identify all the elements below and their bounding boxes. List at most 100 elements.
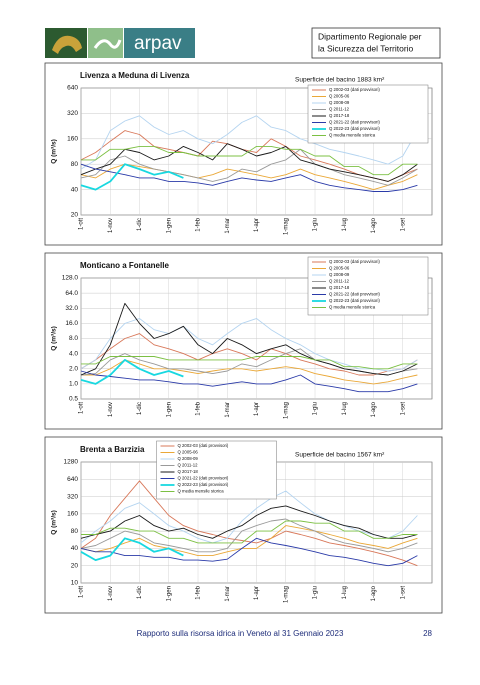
y-tick-label: 80 (71, 528, 79, 535)
legend-label: Q media mensile storica (329, 133, 376, 138)
legend-label: Q 2002-03 (dati provvisori) (178, 443, 229, 448)
legend-label: Q 2022-23 (dati provvisori) (329, 126, 380, 131)
series-line (80, 143, 418, 182)
legend-label: Q 2017-18 (178, 469, 199, 474)
series-line (80, 333, 418, 376)
x-tick-label: 1-nov (108, 402, 114, 417)
logo: arpav (45, 28, 195, 58)
legend-label: Q media mensile storica (178, 489, 225, 494)
series-line (80, 480, 418, 567)
org-box (311, 27, 441, 59)
y-tick-label: 8.0 (69, 335, 78, 342)
x-tick-label: 1-apr (254, 586, 260, 600)
legend-label: Q 2022-23 (dati provvisori) (178, 482, 229, 487)
series-line (80, 359, 184, 385)
legend-label: Q media mensile storica (329, 305, 376, 310)
x-tick-label: 1-lug (342, 402, 348, 415)
logo-wave-box (88, 28, 123, 58)
series-line (80, 518, 418, 553)
legend-label: Q 2017-18 (329, 285, 350, 290)
series-line (80, 163, 418, 192)
x-tick-label: 1-nov (108, 586, 114, 601)
x-tick-label: 1-feb (196, 217, 202, 231)
series-line (80, 537, 184, 561)
x-tick-label: 1-gen (166, 218, 172, 233)
series-line (80, 115, 418, 170)
y-tick-label: 160 (67, 511, 78, 518)
y-axis-label: Q (m³/s) (51, 510, 58, 535)
y-tick-label: 40 (71, 186, 79, 193)
x-tick-label: 1-mar (225, 586, 231, 602)
series-line (81, 145, 418, 176)
series-line (80, 490, 418, 544)
y-axis-label: Q (m³/s) (51, 139, 58, 164)
series-line (80, 505, 418, 539)
legend-label: Q 2022-23 (dati provvisori) (329, 298, 380, 303)
x-tick-label: 1-apr (254, 402, 260, 416)
y-tick-label: 1280 (64, 459, 79, 466)
x-tick-label: 1-feb (196, 401, 202, 415)
x-tick-label: 1-dic (137, 218, 143, 231)
x-tick-label: 1-set (400, 586, 406, 600)
chart: Livenza a Meduna di Livenza Superficie de… (44, 62, 443, 246)
legend-label: Q 2002-03 (dati provvisori) (329, 87, 380, 92)
y-tick-label: 0.5 (69, 396, 78, 403)
page-number: 28 (423, 629, 432, 638)
series-line (80, 537, 418, 567)
logo-text: arpav (134, 33, 182, 54)
series-line (81, 359, 418, 385)
chart: Monticano a Fontanelle 0.5 1.0 2.0 4.0 8.0 16.… (44, 252, 443, 430)
legend-label: Q 2021-22 (dati provvisori) (329, 292, 380, 297)
logo-text-box (124, 28, 195, 58)
x-tick-label: 1-mar (225, 218, 231, 234)
legend-label: Q 2021-22 (dati provvisori) (329, 120, 380, 125)
x-tick-label: 1-ago (371, 585, 377, 601)
legend-label: Q 2002-03 (dati provvisori) (329, 259, 380, 264)
logo-wave (93, 39, 122, 49)
y-tick-label: 20 (71, 562, 79, 569)
y-tick-label: 16.0 (65, 320, 78, 327)
org-line: Dipartimento Regionale per (318, 31, 422, 41)
legend-label: Q 2008-09 (329, 100, 350, 105)
y-tick-label: 20 (71, 212, 79, 219)
x-tick-label: 1-lug (342, 218, 348, 231)
x-tick-label: 1-nov (108, 218, 114, 233)
x-tick-label: 1-dic (137, 402, 143, 415)
series-line (80, 302, 418, 376)
legend-label: Q 2017-18 (329, 113, 350, 118)
y-tick-label: 32.0 (65, 305, 78, 312)
x-tick-label: 1-mag (283, 586, 289, 603)
logo-lion (52, 35, 82, 54)
chart-subtitle: Superficie del bacino 1567 km² (295, 452, 385, 459)
legend-label: Q 2011-12 (329, 279, 350, 284)
x-tick-label: 1-giu (313, 402, 319, 415)
y-tick-label: 640 (67, 85, 78, 92)
chart-subtitle: Superficie del bacino 1883 km² (295, 77, 385, 84)
x-tick-label: 1-apr (254, 218, 260, 232)
footer-text: Rapporto sulla risorsa idrica in Veneto … (137, 629, 344, 638)
x-tick-label: 1-giu (313, 586, 319, 599)
x-tick-label: 1-set (400, 218, 406, 232)
x-tick-label: 1-dic (137, 586, 143, 599)
y-tick-label: 2.0 (69, 365, 78, 372)
x-tick-label: 1-ott (79, 586, 85, 598)
legend-box (307, 256, 429, 316)
legend-label: Q 2005-06 (178, 450, 199, 455)
series-line (80, 148, 418, 186)
y-tick-label: 160 (67, 136, 78, 143)
chart-title: Monticano a Fontanelle (80, 261, 169, 270)
series-line (80, 370, 418, 393)
series-line (81, 520, 418, 544)
x-tick-label: 1-lug (342, 586, 348, 599)
x-tick-label: 1-ago (371, 401, 377, 417)
chart-title: Brenta a Barzizia (80, 445, 145, 454)
y-axis-label: Q (m³/s) (51, 326, 58, 351)
legend-label: Q 2008-09 (329, 272, 350, 277)
y-tick-label: 640 (67, 476, 78, 483)
x-tick-label: 1-mar (225, 402, 231, 418)
y-tick-label: 4.0 (69, 350, 78, 357)
legend-label: Q 2011-12 (178, 463, 199, 468)
legend-label: Q 2008-09 (178, 456, 199, 461)
series-line (81, 356, 418, 370)
series-line (80, 525, 418, 557)
